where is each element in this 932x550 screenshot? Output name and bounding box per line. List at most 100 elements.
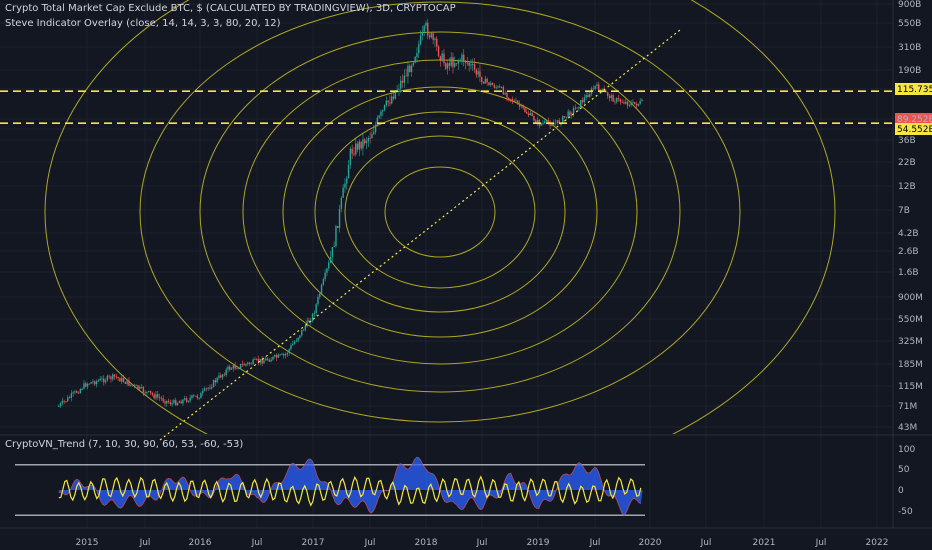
x-tick-label: Jul (589, 538, 601, 548)
candle-body (151, 392, 154, 395)
candle-body (337, 226, 339, 228)
candle-body (175, 400, 177, 406)
candle-body (238, 368, 240, 370)
candle-body (99, 378, 101, 381)
x-tick-label: 2017 (302, 538, 325, 548)
candle-body (308, 320, 310, 322)
candle-body (187, 400, 190, 402)
candle-body (540, 123, 542, 126)
candle-body (85, 383, 87, 387)
candle-body (364, 139, 366, 144)
candle-body (508, 97, 510, 99)
candle-body (369, 138, 371, 139)
candle-body (502, 87, 505, 95)
candle-body (414, 56, 416, 63)
candle-body (144, 392, 146, 394)
candle-body (317, 297, 319, 305)
candle-body (544, 121, 546, 124)
candle-body (257, 359, 260, 363)
candle-body (391, 96, 393, 104)
candle-body (504, 93, 506, 95)
candle-body (601, 88, 604, 90)
candle-body (378, 115, 380, 118)
y-tick-label: 12B (898, 182, 916, 192)
y-tick-label: 185M (898, 360, 923, 370)
y-tick-label: 1.6B (898, 268, 919, 278)
y-tick-label: 43M (898, 423, 917, 433)
candle-body (394, 90, 397, 99)
candle-body (403, 75, 406, 83)
candle-body (67, 397, 69, 402)
candle-body (452, 57, 454, 67)
y-tick-label: 310B (898, 43, 921, 53)
candle-body (135, 384, 137, 386)
candle-body (74, 391, 76, 393)
candle-body (169, 402, 172, 405)
candle-body (610, 95, 613, 99)
oscillator-title[interactable]: CryptoVN_Trend (7, 10, 30, 90, 60, 53, -… (5, 439, 244, 450)
candle-body (445, 63, 447, 69)
candle-body (164, 401, 166, 404)
candle-body (463, 54, 465, 62)
candle-body (427, 22, 429, 36)
candle-body (299, 335, 301, 338)
candle-body (409, 65, 411, 73)
candle-body (571, 113, 573, 116)
candle-body (328, 262, 330, 269)
candle-body (549, 123, 551, 126)
candle-body (594, 85, 596, 89)
candle-body (126, 380, 128, 384)
y-tick-label: 54.552B (897, 125, 932, 135)
candle-body (351, 148, 353, 154)
candle-body (551, 124, 553, 126)
candle-body (612, 95, 614, 102)
candle-body (329, 257, 332, 263)
candle-body (428, 35, 431, 38)
candle-body (274, 355, 276, 357)
x-tick-label: 2020 (639, 538, 662, 548)
candle-body (475, 69, 478, 75)
candle-body (176, 402, 179, 406)
candle-body (221, 374, 224, 378)
candle-body (268, 360, 271, 362)
candle-body (295, 340, 298, 342)
candle-body (464, 61, 467, 63)
y-tick-label: 2.6B (898, 247, 919, 257)
candle-body (182, 399, 184, 404)
candle-body (90, 382, 92, 384)
candle-body (227, 366, 229, 370)
osc-y-tick: 100 (898, 445, 915, 455)
candle-body (112, 374, 114, 380)
candle-body (218, 375, 220, 378)
candle-body (580, 100, 582, 108)
y-tick-label: 36B (898, 136, 916, 146)
y-tick-label: 89.252B (897, 115, 932, 125)
candle-body (382, 110, 384, 112)
candle-body (509, 98, 512, 100)
osc-y-tick: -50 (898, 507, 913, 517)
candle-body (592, 88, 595, 90)
candle-body (481, 76, 483, 82)
candle-body (263, 360, 265, 364)
candle-body (333, 246, 335, 248)
candle-body (581, 100, 584, 103)
candle-body (524, 108, 526, 113)
candle-body (83, 383, 85, 389)
candle-body (461, 54, 463, 61)
candle-body (245, 364, 247, 366)
candle-body (349, 148, 352, 166)
ellipse-group (44, 0, 836, 434)
y-tick-label: 115.735B (897, 85, 932, 95)
candle-body (583, 97, 586, 103)
candle-body (518, 103, 521, 107)
y-tick-label: 7B (898, 206, 910, 216)
candle-body (491, 83, 494, 86)
candle-body (216, 377, 218, 383)
candle-body (473, 64, 476, 70)
candle-body (412, 62, 415, 66)
candle-body (122, 378, 125, 382)
indicator-label[interactable]: Steve Indicator Overlay (close, 14, 14, … (5, 18, 281, 29)
candle-body (506, 93, 508, 98)
